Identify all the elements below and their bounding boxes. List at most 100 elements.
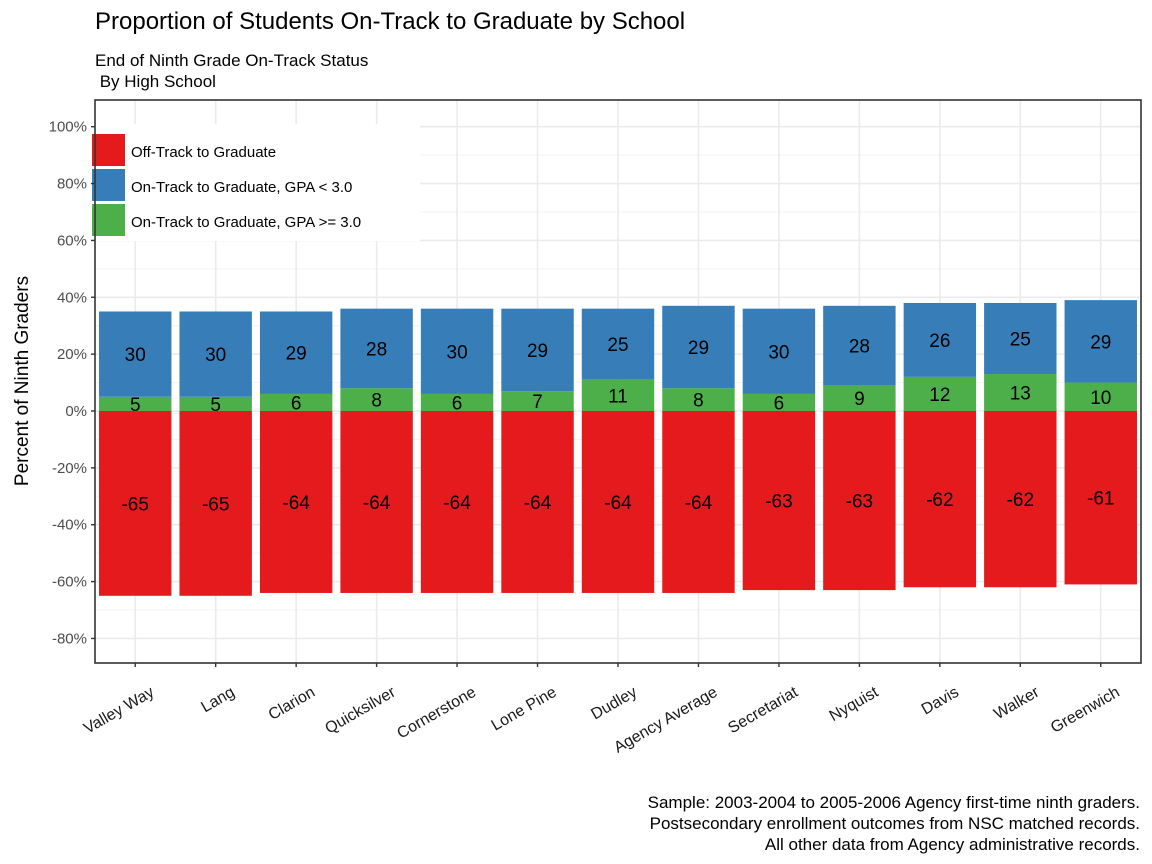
bar-label-on-track-gpa-low: 29 (688, 338, 709, 359)
legend-swatch (92, 204, 125, 236)
bar-on-track-gpa-high (420, 393, 494, 411)
bar-label-on-track-gpa-high: 6 (291, 393, 302, 414)
bar-on-track-gpa-low (501, 308, 574, 392)
bar-label-on-track-gpa-low: 25 (1010, 330, 1031, 351)
bar-on-track-gpa-low (742, 308, 816, 394)
bar-label-on-track-gpa-high: 9 (854, 389, 865, 410)
bar-on-track-gpa-low (903, 302, 977, 377)
legend-swatch (92, 169, 125, 201)
bar-label-off-track: -62 (1007, 490, 1034, 511)
x-tick-label: Greenwich (1048, 684, 1123, 737)
bar-on-track-gpa-high (903, 376, 977, 411)
bar-off-track (742, 411, 816, 591)
bar-label-off-track: -65 (121, 494, 148, 515)
bar-on-track-gpa-low (259, 311, 333, 394)
x-tick-label: Clarion (266, 684, 318, 724)
bar-off-track (903, 411, 977, 588)
y-tick-label: 80% (57, 176, 87, 193)
bar-label-off-track: -64 (685, 493, 713, 514)
bar-label-on-track-gpa-low: 30 (205, 345, 226, 366)
x-tick-label: Dudley (588, 684, 640, 724)
bar-label-on-track-gpa-high: 6 (452, 393, 463, 414)
bar-label-on-track-gpa-high: 6 (774, 393, 785, 414)
chart-caption: Sample: 2003-2004 to 2005-2006 Agency fi… (647, 793, 1140, 854)
bar-label-off-track: -61 (1087, 489, 1114, 510)
y-tick-label: -40% (52, 517, 87, 534)
bar-on-track-gpa-low (581, 308, 655, 380)
bar-label-on-track-gpa-high: 12 (929, 385, 950, 406)
bar-label-on-track-gpa-low: 28 (849, 337, 870, 358)
legend-label: Off-Track to Graduate (131, 144, 276, 161)
y-tick-label: 40% (57, 289, 87, 306)
x-tick-label: Secretariat (725, 683, 801, 737)
bar-label-off-track: -64 (282, 493, 310, 514)
chart-title: Proportion of Students On-Track to Gradu… (95, 8, 686, 35)
bar-on-track-gpa-high (99, 396, 172, 411)
bar-off-track (1064, 411, 1137, 585)
bar-off-track (340, 411, 413, 593)
x-tick-label: Walker (991, 683, 1043, 723)
bar-label-off-track: -63 (846, 492, 873, 513)
bar-on-track-gpa-high (662, 388, 735, 411)
x-tick-label: Davis (919, 684, 962, 719)
bar-on-track-gpa-low (1064, 300, 1137, 383)
x-tick-label: Valley Way (81, 684, 157, 738)
bar-off-track (420, 411, 494, 593)
x-tick-label: Lang (198, 684, 237, 717)
bar-label-on-track-gpa-low: 25 (607, 335, 628, 356)
bar-on-track-gpa-high (984, 374, 1057, 411)
y-tick-label: -60% (52, 574, 87, 591)
bar-label-on-track-gpa-low: 28 (366, 339, 387, 360)
y-axis-title: Percent of Ninth Graders (12, 276, 33, 486)
bar-label-on-track-gpa-high: 13 (1010, 384, 1031, 405)
bar-label-on-track-gpa-low: 30 (125, 345, 146, 366)
x-tick-label: Cornerstone (394, 684, 479, 743)
x-tick-label: Quicksilver (322, 683, 399, 737)
bar-label-on-track-gpa-high: 5 (210, 395, 221, 416)
y-tick-label: 20% (57, 346, 87, 363)
y-tick-label: 0% (65, 403, 87, 420)
bar-off-track (823, 411, 896, 591)
bar-on-track-gpa-high (501, 391, 574, 411)
bar-off-track (99, 411, 172, 596)
bar-label-on-track-gpa-high: 7 (532, 392, 543, 413)
bar-on-track-gpa-low (99, 311, 172, 397)
bar-label-off-track: -64 (524, 493, 552, 514)
bar-on-track-gpa-high (823, 385, 896, 411)
bar-label-off-track: -64 (604, 493, 632, 514)
bar-label-on-track-gpa-low: 30 (447, 342, 468, 363)
bar-label-off-track: -62 (926, 490, 953, 511)
y-tick-label: -20% (52, 460, 87, 477)
y-axis: -80% -60% -40% -20% 0% 20% 40% 60% 80% 100% (49, 119, 95, 647)
bar-on-track-gpa-high (179, 396, 252, 411)
legend-background (87, 124, 420, 241)
bar-label-on-track-gpa-low: 30 (768, 342, 789, 363)
x-tick-label: Lone Pine (489, 684, 560, 735)
bar-off-track (259, 411, 333, 593)
bar-on-track-gpa-low (420, 308, 494, 394)
y-tick-label: 60% (57, 232, 87, 249)
bar-label-off-track: -65 (202, 494, 229, 515)
bar-label-on-track-gpa-low: 29 (286, 344, 307, 365)
bar-on-track-gpa-low (823, 305, 896, 386)
bar-on-track-gpa-low (662, 305, 735, 389)
bar-label-off-track: -64 (443, 493, 471, 514)
bar-off-track (501, 411, 574, 593)
bar-on-track-gpa-low (340, 308, 413, 389)
bar-on-track-gpa-high (259, 393, 333, 411)
bar-on-track-gpa-low (179, 311, 252, 397)
chart-subtitle: End of Ninth Grade On-Track Status By Hi… (95, 51, 369, 91)
bar-on-track-gpa-low (984, 302, 1057, 375)
bar-label-on-track-gpa-high: 8 (371, 391, 382, 412)
bar-label-off-track: -64 (363, 493, 391, 514)
bar-off-track (662, 411, 735, 593)
bar-label-group: -65 5 30 -65 5 30 -64 6 29 -64 8 28 -64 6 30 -64 7 29 -64 1… (121, 330, 1114, 516)
bar-label-on-track-gpa-low: 29 (527, 341, 548, 362)
bar-label-off-track: -63 (765, 492, 792, 513)
bar-on-track-gpa-high (1064, 382, 1137, 411)
bar-on-track-gpa-high (340, 388, 413, 411)
bar-label-on-track-gpa-high: 5 (130, 395, 141, 416)
bar-off-track (984, 411, 1057, 588)
legend-swatch (92, 134, 125, 166)
